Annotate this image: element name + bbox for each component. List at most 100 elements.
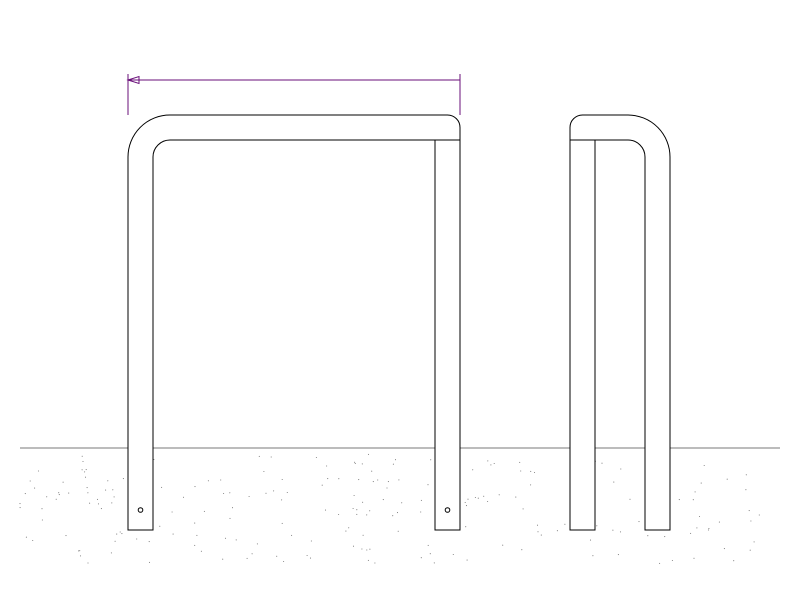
ground-dot	[252, 553, 253, 554]
ground-dot	[541, 535, 542, 536]
ground-dot	[26, 537, 27, 538]
ground-dot	[345, 531, 346, 532]
ground-dot	[487, 501, 488, 502]
ground-dot	[153, 459, 154, 460]
ground-dot	[499, 494, 500, 495]
ground-dot	[421, 500, 422, 501]
ground-dot	[430, 553, 431, 554]
ground-dot	[114, 496, 115, 497]
ground-dot	[388, 481, 389, 482]
ground-dot	[32, 540, 33, 541]
ground-dot	[483, 496, 484, 497]
ground-dot	[19, 503, 20, 504]
ground-dot	[369, 510, 370, 511]
ground-dot	[79, 550, 80, 551]
ground-dot	[421, 557, 422, 558]
ground-dot	[374, 562, 375, 563]
ground-dot	[620, 468, 621, 469]
ground-dot	[453, 554, 454, 555]
ground-dot	[276, 556, 277, 557]
ground-dot	[287, 492, 288, 493]
ground-dot	[519, 462, 520, 463]
ground-dot	[369, 549, 370, 550]
ground-dot	[398, 531, 399, 532]
ground-dot	[111, 502, 112, 503]
ground-dot	[223, 493, 224, 494]
ground-dot	[672, 560, 673, 561]
ground-dot	[105, 490, 106, 491]
ground-dot	[358, 479, 359, 480]
ground-dot	[204, 511, 205, 512]
ground-dot	[194, 545, 195, 546]
ground-dot	[311, 540, 312, 541]
ground-dot	[34, 488, 35, 489]
ground-dot	[115, 541, 116, 542]
front-elevation	[128, 115, 460, 530]
ground-dot	[338, 478, 339, 479]
ground-dot	[361, 548, 362, 549]
ground-dot	[208, 480, 209, 481]
ground-dot	[281, 499, 282, 500]
ground-dot	[291, 535, 292, 536]
ground-dot	[371, 471, 372, 472]
ground-dot	[327, 478, 328, 479]
ground-dot	[362, 502, 363, 503]
ground-dot	[647, 535, 648, 536]
ground-dot	[56, 499, 57, 500]
ground-dot	[271, 456, 272, 457]
ground-dot	[89, 503, 90, 504]
ground-dot	[123, 478, 124, 479]
ground-dot	[759, 514, 760, 515]
ground-dot	[696, 527, 697, 528]
ground-dot	[257, 543, 258, 544]
ground-dot	[430, 459, 431, 460]
ground-dot	[397, 512, 398, 513]
ground-dot	[273, 490, 274, 491]
ground-dot	[220, 479, 221, 480]
ground-dot	[87, 487, 88, 488]
ground-dot	[750, 520, 751, 521]
ground-dot	[173, 534, 174, 535]
ground-dot	[149, 541, 150, 542]
ground-dot	[366, 514, 367, 515]
ground-dot	[590, 540, 591, 541]
ground-dot	[467, 499, 468, 500]
ground-dot	[733, 560, 734, 561]
ground-dot	[690, 533, 691, 534]
ground-dot	[695, 491, 696, 492]
ground-dot	[521, 549, 522, 550]
ground-dot	[307, 555, 308, 556]
ground-dot	[356, 509, 357, 510]
ground-dot	[225, 538, 226, 539]
ground-dot	[194, 486, 195, 487]
ground-dot	[679, 499, 680, 500]
ground-dot	[201, 551, 202, 552]
ground-dot	[282, 523, 283, 524]
ground-dot	[111, 552, 112, 553]
ground-dot	[638, 521, 639, 522]
ground-dot	[161, 487, 162, 488]
ground-dot	[87, 562, 88, 563]
ground-dot	[596, 525, 597, 526]
ground-dot	[693, 499, 694, 500]
ground-dot	[377, 479, 378, 480]
ground-dot	[63, 482, 64, 483]
ground-dot	[82, 469, 83, 470]
ground-dot	[107, 480, 108, 481]
ground-dot	[620, 531, 621, 532]
ground-dot	[265, 493, 266, 494]
ground-dot	[475, 497, 476, 498]
ground-dot	[249, 496, 250, 497]
ground-dot	[247, 558, 248, 559]
ground-dot	[25, 493, 26, 494]
ground-dot	[427, 484, 428, 485]
ground-dot	[68, 493, 69, 494]
ground-dot	[263, 471, 264, 472]
ground-dot	[259, 456, 260, 457]
ground-dot	[530, 484, 531, 485]
ground-dot	[354, 462, 355, 463]
ground-dot	[322, 485, 323, 486]
ground-dot	[693, 558, 694, 559]
ground-dot	[136, 538, 137, 539]
ground-dot	[592, 555, 593, 556]
